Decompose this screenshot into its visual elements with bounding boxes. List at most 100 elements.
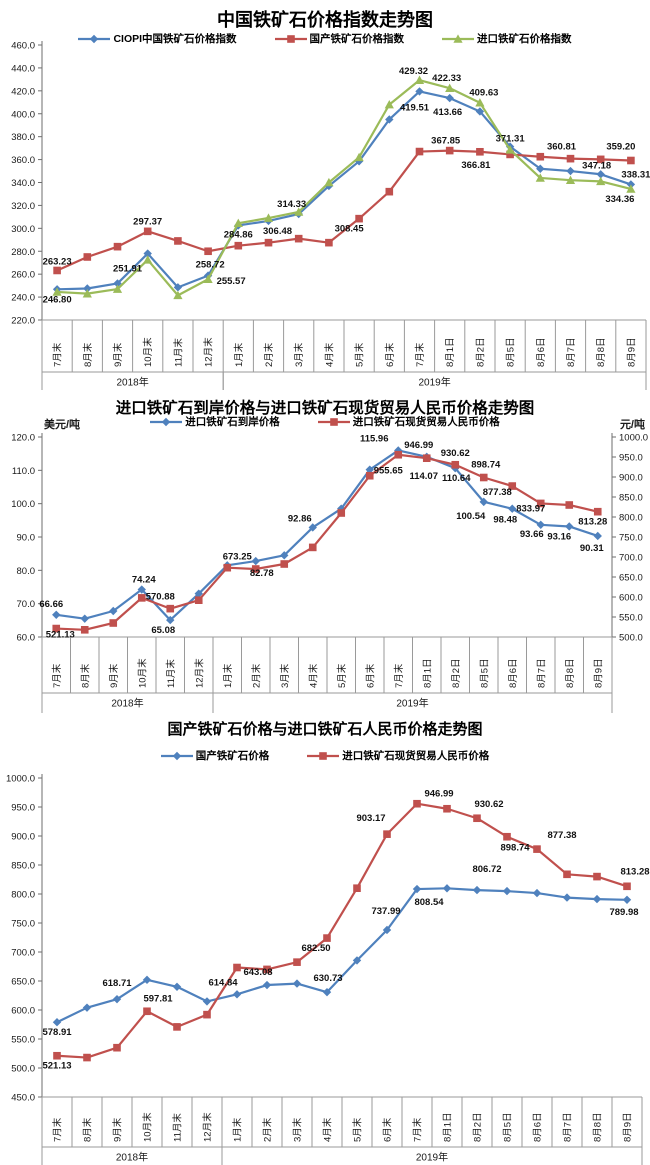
x-tick-label: 8月8日: [565, 658, 576, 688]
svg-text:82.78: 82.78: [250, 568, 274, 579]
svg-text:359.20: 359.20: [606, 142, 635, 153]
svg-text:422.33: 422.33: [432, 73, 461, 84]
svg-text:420.0: 420.0: [11, 86, 35, 97]
svg-text:806.72: 806.72: [472, 864, 501, 875]
svg-text:808.54: 808.54: [414, 897, 444, 908]
svg-text:550.0: 550.0: [11, 1035, 35, 1046]
legend-item: 国产铁矿石价格: [160, 748, 269, 763]
svg-text:93.66: 93.66: [520, 529, 544, 540]
svg-text:903.17: 903.17: [356, 813, 385, 824]
svg-text:813.28: 813.28: [620, 866, 649, 877]
x-tick-label: 8月末: [82, 342, 94, 367]
x-axis: 7月末 8月末 9月末 10月末 11月末 12月末 1月末 2月末 3月末 4月末 5月末 6月末 7…: [41, 319, 647, 390]
svg-text:500.0: 500.0: [11, 1064, 35, 1075]
svg-text:600.0: 600.0: [619, 593, 643, 604]
svg-text:74.24: 74.24: [132, 575, 156, 586]
svg-text:110.64: 110.64: [442, 473, 471, 484]
svg-text:90.0: 90.0: [17, 533, 36, 544]
svg-text:314.33: 314.33: [277, 199, 306, 210]
x-tick-label: 12月末: [193, 658, 205, 688]
svg-text:284.86: 284.86: [224, 230, 253, 241]
right-axis-unit: 元/吨: [620, 417, 645, 431]
x-tick-label: 8月8日: [596, 337, 607, 367]
svg-text:650.0: 650.0: [619, 573, 643, 584]
svg-text:600.0: 600.0: [11, 1006, 35, 1017]
svg-text:258.72: 258.72: [196, 260, 225, 271]
x-tick-label: 8月末: [79, 663, 91, 688]
series-red: [53, 146, 635, 275]
svg-text:120.0: 120.0: [11, 433, 35, 444]
x-tick-label: 8月2日: [475, 337, 486, 367]
chart1-title: 中国铁矿石价格指数走势图: [217, 10, 433, 30]
svg-text:737.99: 737.99: [371, 906, 400, 917]
x-tick-label: 8月6日: [508, 658, 519, 688]
diamond-marker-icon: [78, 34, 111, 43]
svg-text:950.0: 950.0: [11, 803, 35, 814]
x-tick-label: 4月末: [323, 342, 335, 367]
svg-text:297.37: 297.37: [133, 216, 162, 227]
year-group-label: 2018年: [116, 376, 148, 389]
x-tick-label: 10月末: [142, 337, 154, 367]
x-tick-label: 2月末: [262, 1117, 274, 1142]
legend-item: 进口铁矿石到岸价格: [150, 414, 280, 429]
svg-text:597.81: 597.81: [143, 993, 173, 1004]
x-tick-label: 7月末: [412, 1117, 424, 1142]
svg-text:450.0: 450.0: [11, 1093, 35, 1104]
svg-text:673.25: 673.25: [223, 552, 253, 563]
svg-text:280.0: 280.0: [11, 247, 35, 258]
x-tick-label: 3月末: [292, 1117, 304, 1142]
x-tick-label: 6月末: [364, 663, 376, 688]
x-tick-label: 8月7日: [536, 658, 547, 688]
x-tick-label: 8月1日: [445, 337, 456, 367]
svg-text:90.31: 90.31: [580, 543, 604, 554]
svg-text:630.73: 630.73: [313, 973, 342, 984]
svg-text:429.32: 429.32: [399, 66, 428, 77]
svg-text:850.0: 850.0: [11, 861, 35, 872]
year-group-label: 2018年: [116, 1151, 148, 1164]
svg-text:898.74: 898.74: [500, 843, 530, 854]
y-axis: 220.0 240.0 260.0 280.0 300.0 320.0 340.0 360.0…: [11, 41, 43, 327]
x-tick-label: 11月末: [172, 1113, 184, 1142]
svg-text:260.0: 260.0: [11, 270, 35, 281]
svg-text:380.0: 380.0: [11, 132, 35, 143]
chart3-title: 国产铁矿石价格与进口铁矿石人民币价格走势图: [167, 721, 483, 738]
svg-text:93.16: 93.16: [547, 531, 571, 542]
x-tick-label: 8月9日: [623, 1112, 634, 1142]
svg-text:750.0: 750.0: [11, 919, 35, 930]
svg-text:850.0: 850.0: [619, 493, 643, 504]
legend-label: CIOPI中国铁矿石价格指数: [113, 33, 237, 45]
svg-text:789.98: 789.98: [609, 907, 638, 918]
x-tick-label: 1月末: [232, 1117, 244, 1142]
svg-text:930.62: 930.62: [441, 448, 470, 459]
svg-text:100.54: 100.54: [456, 511, 486, 522]
svg-text:347.18: 347.18: [582, 160, 611, 171]
x-tick-label: 10月末: [142, 1112, 154, 1142]
diamond-marker-icon: [150, 417, 183, 426]
svg-text:240.0: 240.0: [11, 293, 35, 304]
svg-text:60.0: 60.0: [17, 633, 36, 644]
svg-text:1000.0: 1000.0: [6, 774, 35, 785]
x-tick-label: 5月末: [336, 663, 348, 688]
x-tick-label: 3月末: [279, 663, 291, 688]
x-tick-label: 8月8日: [593, 1112, 604, 1142]
svg-text:643.08: 643.08: [243, 967, 272, 978]
x-tick-label: 9月末: [112, 1117, 124, 1142]
x-tick-label: 4月末: [322, 1117, 334, 1142]
x-tick-label: 8月9日: [626, 337, 637, 367]
svg-text:419.51: 419.51: [400, 102, 430, 113]
svg-text:955.65: 955.65: [374, 466, 404, 477]
legend-label: 进口铁矿石现货贸易人民币价格: [352, 416, 500, 428]
chart-3-plot: 450.0 500.0 550.0 600.0 650.0 700.0 750.0 800.0…: [6, 774, 650, 1165]
svg-text:700.0: 700.0: [11, 948, 35, 959]
legend-item: 进口铁矿石现货贸易人民币价格: [317, 414, 500, 429]
svg-text:367.85: 367.85: [431, 136, 461, 147]
x-tick-label: 8月1日: [443, 1112, 454, 1142]
square-marker-icon: [317, 417, 350, 426]
svg-text:338.31: 338.31: [621, 169, 650, 180]
svg-text:950.0: 950.0: [619, 453, 643, 464]
svg-text:800.0: 800.0: [619, 513, 643, 524]
svg-text:366.81: 366.81: [461, 160, 491, 171]
svg-text:650.0: 650.0: [11, 977, 35, 988]
